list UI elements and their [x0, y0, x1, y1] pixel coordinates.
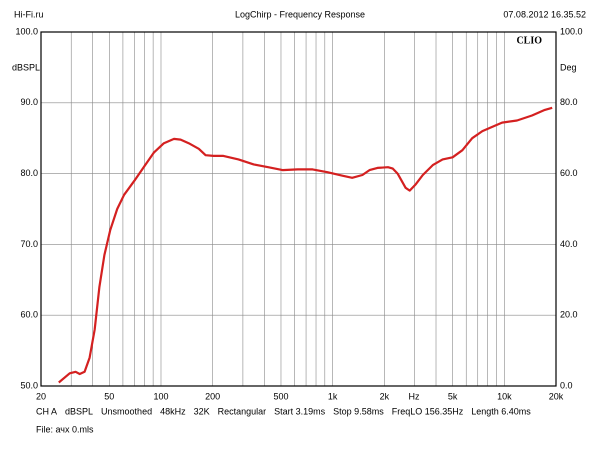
timestamp: 07.08.2012 16.35.52 — [503, 9, 586, 19]
x-tick-label: 500 — [273, 391, 288, 401]
y-tick-label: 60.0 — [20, 310, 38, 320]
x-tick-label: 200 — [205, 391, 220, 401]
y2-tick-label: 20.0 — [560, 310, 578, 320]
y-axis-label: dBSPL — [12, 62, 40, 72]
y2-tick-label: 80.0 — [560, 97, 578, 107]
x-tick-label: 100 — [153, 391, 168, 401]
x-axis-label: Hz — [409, 391, 420, 401]
x-tick-label: 1k — [328, 391, 338, 401]
footer-item: Unsmoothed — [101, 406, 152, 416]
x-tick-label: 5k — [448, 391, 458, 401]
footer-item: 32K — [194, 406, 210, 416]
y2-axis-label: Deg — [560, 62, 577, 72]
y2-tick-label: 60.0 — [560, 168, 578, 178]
x-tick-label: 2k — [380, 391, 390, 401]
site-name: Hi-Fi.ru — [14, 9, 44, 19]
footer-item: Rectangular — [218, 406, 267, 416]
x-tick-label: 20 — [36, 391, 46, 401]
footer-item: Stop 9.58ms — [333, 406, 384, 416]
y-tick-label: 100.0 — [15, 26, 38, 36]
brand: CLIO — [516, 35, 542, 46]
x-tick-label: 50 — [104, 391, 114, 401]
x-tick-label: 10k — [497, 391, 512, 401]
y-tick-label: 80.0 — [20, 168, 38, 178]
footer-item: FreqLO 156.35Hz — [392, 406, 464, 416]
y-tick-label: 70.0 — [20, 239, 38, 249]
y2-tick-label: 40.0 — [560, 239, 578, 249]
x-tick-label: 20k — [549, 391, 564, 401]
footer-item: Length 6.40ms — [471, 406, 531, 416]
footer-item: Start 3.19ms — [274, 406, 326, 416]
response-curve — [58, 106, 553, 384]
footer-item: CH A — [36, 406, 57, 416]
chart-title: LogChirp - Frequency Response — [235, 9, 365, 19]
footer-item: 48kHz — [160, 406, 186, 416]
y-tick-label: 90.0 — [20, 97, 38, 107]
y2-tick-label: 0.0 — [560, 380, 573, 390]
y2-tick-label: 100.0 — [560, 26, 583, 36]
file-name: File: ачх 0.mls — [36, 424, 94, 434]
plot-frame — [40, 31, 557, 387]
footer-item: dBSPL — [65, 406, 93, 416]
y-tick-label: 50.0 — [20, 380, 38, 390]
